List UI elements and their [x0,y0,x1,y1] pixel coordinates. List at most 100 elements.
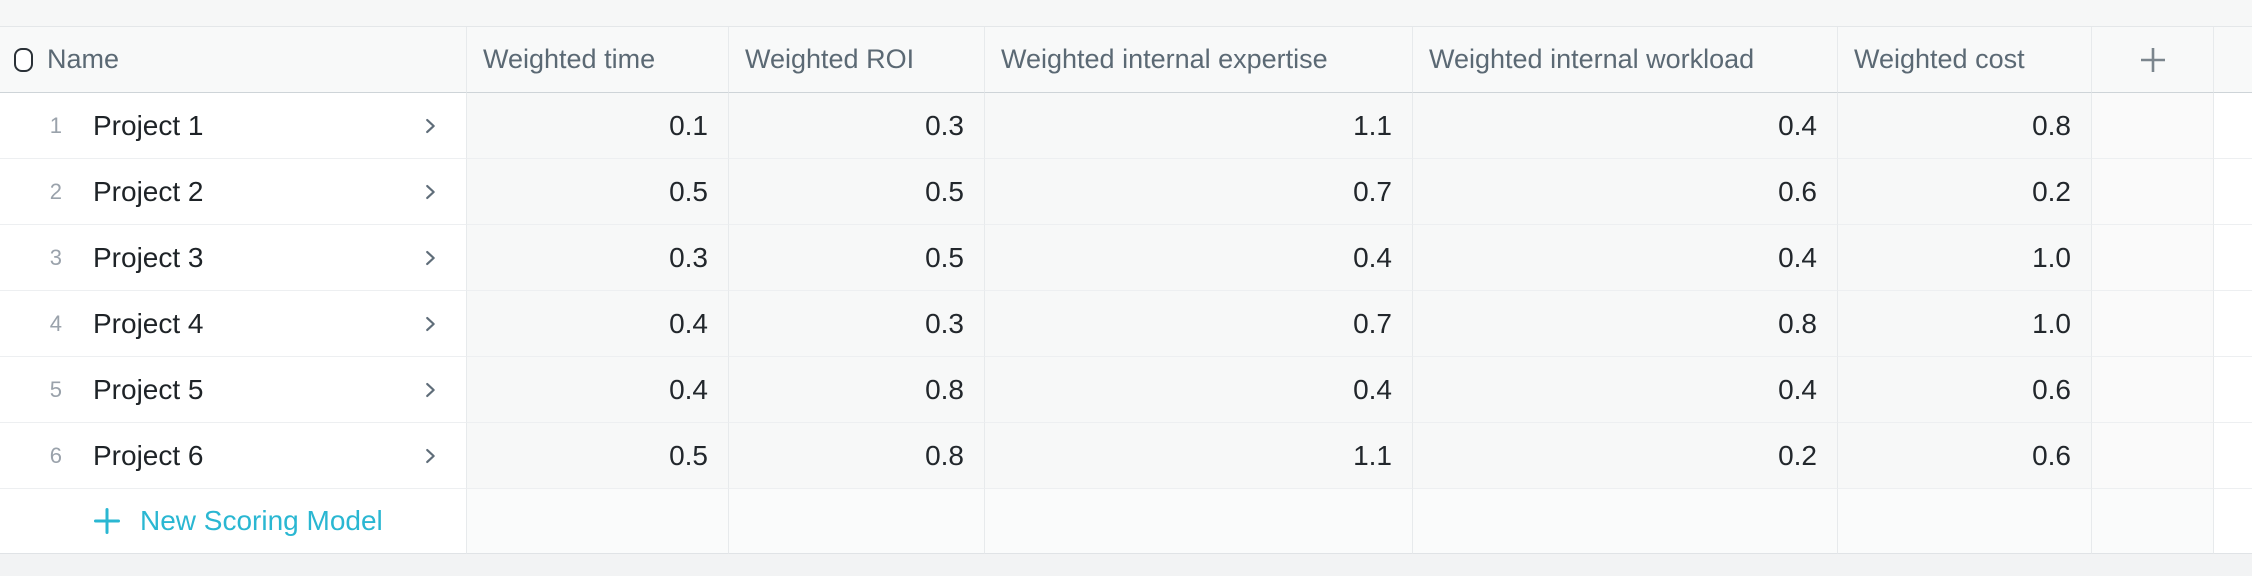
table-row: 1 Project 1 0.1 0.3 1.1 0.4 0.8 [0,93,2252,159]
footer-filler-cell [2214,489,2252,554]
table-row: 6 Project 6 0.5 0.8 1.1 0.2 0.6 [0,423,2252,489]
cell-weighted-internal-expertise[interactable]: 1.1 [985,423,1413,489]
cell-add-column [2092,159,2214,225]
row-number: 6 [49,442,62,468]
name-cell[interactable]: 4 Project 4 [0,291,467,357]
cell-weighted-time[interactable]: 0.1 [467,93,729,159]
cell-weighted-internal-workload[interactable]: 0.4 [1413,93,1838,159]
cell-weighted-cost[interactable]: 0.6 [1838,357,2092,423]
cell-weighted-internal-workload[interactable]: 0.8 [1413,291,1838,357]
plus-icon [92,506,122,536]
column-header-weighted-roi[interactable]: Weighted ROI [729,27,985,93]
cell-filler [2214,291,2252,357]
page-background-top [0,0,2252,26]
cell-weighted-time[interactable]: 0.4 [467,357,729,423]
project-name: Project 3 [93,241,204,273]
name-cell[interactable]: 3 Project 3 [0,225,467,291]
chevron-right-icon[interactable] [419,379,441,401]
table-body: 1 Project 1 0.1 0.3 1.1 0.4 0.8 2 Projec… [0,93,2252,489]
table-header-row: Name Weighted time Weighted ROI Weighted… [0,26,2252,93]
cell-weighted-time[interactable]: 0.3 [467,225,729,291]
cell-add-column [2092,225,2214,291]
name-cell[interactable]: 2 Project 2 [0,159,467,225]
cell-weighted-roi[interactable]: 0.5 [729,159,985,225]
cell-add-column [2092,93,2214,159]
name-cell[interactable]: 6 Project 6 [0,423,467,489]
footer-cell [985,489,1413,554]
column-header-label: Weighted cost [1854,44,2025,74]
cell-weighted-time[interactable]: 0.5 [467,159,729,225]
name-cell[interactable]: 5 Project 5 [0,357,467,423]
cell-weighted-internal-expertise[interactable]: 0.7 [985,159,1413,225]
column-header-label: Weighted ROI [745,44,915,74]
table-row: 4 Project 4 0.4 0.3 0.7 0.8 1.0 [0,291,2252,357]
chevron-right-icon[interactable] [419,115,441,137]
cell-weighted-internal-workload[interactable]: 0.6 [1413,159,1838,225]
cell-weighted-internal-expertise[interactable]: 0.4 [985,357,1413,423]
table-row: 5 Project 5 0.4 0.8 0.4 0.4 0.6 [0,357,2252,423]
project-name: Project 1 [93,109,204,141]
cell-add-column [2092,357,2214,423]
chevron-right-icon[interactable] [419,247,441,269]
cell-weighted-roi[interactable]: 0.8 [729,357,985,423]
table-row: 2 Project 2 0.5 0.5 0.7 0.6 0.2 [0,159,2252,225]
cell-weighted-roi[interactable]: 0.5 [729,225,985,291]
name-cell[interactable]: 1 Project 1 [0,93,467,159]
row-number: 4 [49,310,62,336]
column-header-label: Weighted internal workload [1429,44,1755,74]
column-header-weighted-time[interactable]: Weighted time [467,27,729,93]
plus-icon [2135,42,2171,78]
cell-weighted-time[interactable]: 0.4 [467,291,729,357]
column-header-label: Weighted time [483,44,656,74]
project-name: Project 4 [93,307,204,339]
new-scoring-model-label: New Scoring Model [140,505,383,536]
new-scoring-model-button[interactable]: New Scoring Model [0,489,467,554]
cell-weighted-cost[interactable]: 0.8 [1838,93,2092,159]
column-header-weighted-internal-expertise[interactable]: Weighted internal expertise [985,27,1413,93]
cell-weighted-internal-expertise[interactable]: 1.1 [985,93,1413,159]
footer-cell [2092,489,2214,554]
cell-add-column [2092,291,2214,357]
cell-weighted-internal-workload[interactable]: 0.4 [1413,357,1838,423]
cell-weighted-internal-workload[interactable]: 0.2 [1413,423,1838,489]
cell-add-column [2092,423,2214,489]
row-number: 5 [49,376,62,402]
cell-weighted-cost[interactable]: 0.2 [1838,159,2092,225]
cell-weighted-roi[interactable]: 0.8 [729,423,985,489]
cell-filler [2214,159,2252,225]
cell-weighted-internal-expertise[interactable]: 0.7 [985,291,1413,357]
chevron-right-icon[interactable] [419,181,441,203]
column-header-label: Name [47,44,120,74]
row-number: 3 [49,244,62,270]
cell-filler [2214,225,2252,291]
project-name: Project 5 [93,373,204,405]
project-name: Project 6 [93,439,204,471]
cell-weighted-cost[interactable]: 0.6 [1838,423,2092,489]
add-column-button[interactable] [2092,27,2214,93]
row-number: 2 [49,178,62,204]
column-header-label: Weighted internal expertise [1001,44,1328,74]
cell-weighted-roi[interactable]: 0.3 [729,93,985,159]
table-row: 3 Project 3 0.3 0.5 0.4 0.4 1.0 [0,225,2252,291]
column-header-weighted-internal-workload[interactable]: Weighted internal workload [1413,27,1838,93]
header-filler-cell [2214,27,2252,93]
cell-weighted-internal-expertise[interactable]: 0.4 [985,225,1413,291]
column-header-weighted-cost[interactable]: Weighted cost [1838,27,2092,93]
footer-cell [729,489,985,554]
cell-weighted-time[interactable]: 0.5 [467,423,729,489]
cell-weighted-cost[interactable]: 1.0 [1838,291,2092,357]
select-all-checkbox[interactable] [14,47,33,72]
table-footer-row: New Scoring Model [0,489,2252,554]
footer-cell [467,489,729,554]
project-name: Project 2 [93,175,204,207]
footer-cell [1413,489,1838,554]
cell-weighted-roi[interactable]: 0.3 [729,291,985,357]
cell-weighted-cost[interactable]: 1.0 [1838,225,2092,291]
cell-filler [2214,423,2252,489]
column-header-name[interactable]: Name [0,27,467,93]
chevron-right-icon[interactable] [419,445,441,467]
chevron-right-icon[interactable] [419,313,441,335]
cell-weighted-internal-workload[interactable]: 0.4 [1413,225,1838,291]
page-background-bottom [0,554,2252,576]
